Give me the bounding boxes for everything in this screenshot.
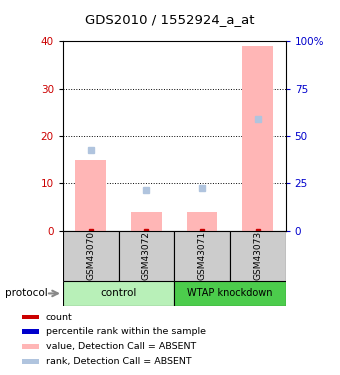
Bar [187,211,217,231]
Bar [119,231,174,281]
Text: count: count [46,312,72,321]
Bar [242,46,273,231]
Bar [75,160,106,231]
Bar [131,211,162,231]
Bar [174,281,286,306]
Text: value, Detection Call = ABSENT: value, Detection Call = ABSENT [46,342,196,351]
Bar [22,344,39,349]
Text: rank, Detection Call = ABSENT: rank, Detection Call = ABSENT [46,357,191,366]
Bar [22,315,39,319]
Text: GDS2010 / 1552924_a_at: GDS2010 / 1552924_a_at [85,13,255,26]
Text: percentile rank within the sample: percentile rank within the sample [46,327,206,336]
Bar [63,231,119,281]
Bar [22,360,39,364]
Text: GSM43072: GSM43072 [142,231,151,280]
Text: GSM43073: GSM43073 [253,231,262,280]
Bar [63,281,174,306]
Text: protocol: protocol [5,288,48,298]
Bar [22,330,39,334]
Text: GSM43070: GSM43070 [86,231,95,280]
Text: GSM43071: GSM43071 [198,231,207,280]
Text: WTAP knockdown: WTAP knockdown [187,288,273,298]
Bar [174,231,230,281]
Bar [230,231,286,281]
Text: control: control [100,288,137,298]
